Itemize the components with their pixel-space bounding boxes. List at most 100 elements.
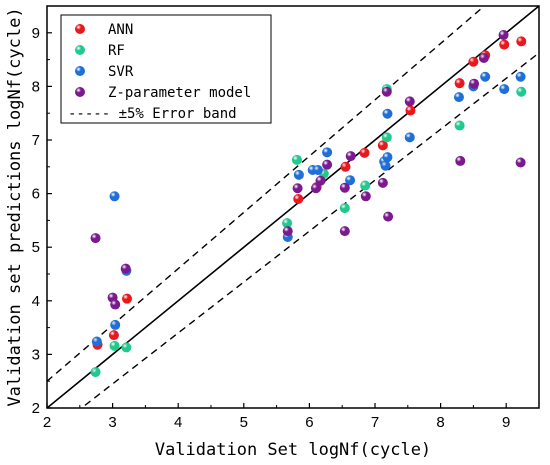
- legend-entry-band: ----- ±5% Error band: [68, 106, 237, 122]
- data-point: [516, 86, 527, 97]
- series-rf: [90, 84, 527, 378]
- data-point: [109, 191, 120, 202]
- x-tick-label: 3: [108, 414, 116, 431]
- y-tick-label: 3: [32, 346, 40, 363]
- data-point: [468, 56, 479, 67]
- y-tick-label: 2: [32, 400, 40, 417]
- lower-error-band: [80, 52, 539, 408]
- x-tick-label: 5: [240, 414, 248, 431]
- series-z-parameter-model: [90, 29, 526, 310]
- data-point: [499, 84, 510, 95]
- data-point: [469, 78, 480, 89]
- data-point: [339, 182, 350, 193]
- legend-items: ANN RF SVR Z-parameter model ----- ±5% Error…: [68, 22, 251, 122]
- legend-marker: [75, 45, 85, 55]
- data-point: [515, 157, 526, 168]
- data-points: [90, 29, 527, 378]
- data-point: [382, 108, 393, 119]
- data-point: [291, 154, 302, 165]
- x-tick-label: 2: [43, 414, 51, 431]
- data-point: [455, 155, 466, 166]
- data-point: [293, 169, 304, 180]
- data-point: [383, 211, 394, 222]
- legend-marker: [75, 24, 85, 34]
- y-tick-label: 7: [32, 132, 40, 149]
- data-point: [382, 152, 393, 163]
- data-point: [499, 39, 510, 50]
- data-point: [404, 96, 415, 107]
- x-tick-label: 7: [371, 414, 379, 431]
- data-point: [310, 183, 321, 194]
- data-point: [381, 132, 392, 143]
- data-point: [293, 193, 304, 204]
- data-point: [110, 299, 121, 310]
- data-point: [90, 233, 101, 244]
- data-point: [480, 71, 491, 82]
- legend-label: ANN: [108, 22, 133, 38]
- axis-ticks: 2 3 4 5 6 7 8 9 2 3 4 5 6 7 8 9: [32, 25, 511, 431]
- data-point: [454, 120, 465, 131]
- data-point: [360, 180, 371, 191]
- data-point: [339, 226, 350, 237]
- data-point: [345, 175, 356, 186]
- data-point: [312, 165, 323, 176]
- x-tick-label: 8: [436, 414, 444, 431]
- legend-label: RF: [108, 43, 125, 59]
- data-point: [121, 342, 132, 353]
- data-point: [108, 330, 119, 341]
- data-point: [122, 293, 133, 304]
- data-point: [315, 175, 326, 186]
- data-point: [377, 177, 388, 188]
- data-point: [282, 218, 293, 229]
- data-point: [377, 140, 388, 151]
- y-tick-label: 5: [32, 239, 40, 256]
- reference-lines: [47, 6, 539, 408]
- data-point: [498, 29, 509, 40]
- legend-entry: RF: [75, 43, 125, 59]
- data-point: [454, 78, 465, 89]
- legend-entry: SVR: [75, 64, 134, 80]
- data-point: [380, 160, 391, 171]
- legend-band-label: ----- ±5% Error band: [68, 106, 237, 122]
- legend-marker: [75, 66, 85, 76]
- legend: ANN RF SVR Z-parameter model ----- ±5% Error…: [60, 14, 272, 124]
- legend-box: [60, 14, 272, 124]
- data-point: [516, 36, 527, 47]
- y-tick-label: 4: [32, 293, 40, 310]
- data-point: [322, 159, 333, 170]
- legend-marker: [75, 87, 85, 97]
- y-tick-label: 6: [32, 186, 40, 203]
- x-axis-title: Validation Set logNf(cycle): [155, 440, 431, 460]
- data-point: [359, 147, 370, 158]
- plot-frame: [46, 5, 540, 409]
- data-point: [340, 161, 351, 172]
- data-point: [404, 132, 415, 143]
- legend-label: SVR: [108, 64, 134, 80]
- data-point: [478, 52, 489, 63]
- data-point: [282, 226, 293, 237]
- identity-line: [47, 6, 539, 408]
- y-tick-label: 8: [32, 78, 40, 95]
- legend-entry: Z-parameter model: [75, 85, 251, 101]
- data-point: [91, 336, 102, 347]
- x-tick-label: 6: [305, 414, 313, 431]
- data-point: [515, 71, 526, 82]
- x-tick-label: 4: [174, 414, 182, 431]
- upper-error-band: [47, 6, 486, 382]
- data-point: [322, 147, 333, 158]
- data-point: [360, 191, 371, 202]
- data-point: [90, 367, 101, 378]
- data-point: [339, 203, 350, 214]
- data-point: [381, 86, 392, 97]
- x-tick-label: 9: [502, 414, 510, 431]
- legend-entry: ANN: [75, 22, 133, 38]
- legend-label: Z-parameter model: [108, 85, 251, 101]
- data-point: [453, 92, 464, 103]
- data-point: [110, 319, 121, 330]
- data-point: [345, 151, 356, 162]
- data-point: [109, 340, 120, 351]
- y-tick-label: 9: [32, 25, 40, 42]
- data-point: [120, 263, 131, 274]
- data-point: [405, 105, 416, 116]
- y-axis-title: Validation set predictions logNf(cycle): [5, 7, 25, 406]
